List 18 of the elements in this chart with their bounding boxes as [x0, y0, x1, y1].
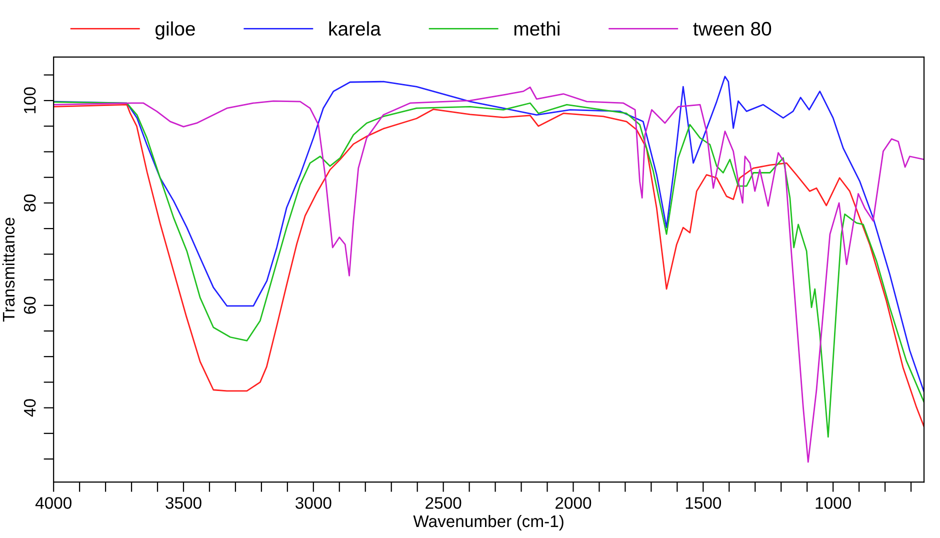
x-tick-label: 4000 [35, 497, 72, 509]
y-tick-label: 80 [24, 194, 36, 212]
legend-label: giloe [156, 21, 195, 40]
x-tick-label: 2000 [556, 497, 592, 509]
legend-label: karela [329, 21, 381, 36]
x-tick-label: 3500 [166, 497, 202, 509]
legend-label: tween 80 [693, 22, 772, 36]
x-axis-title: Wavenumber (cm-1) [413, 514, 564, 530]
x-tick-label: 3000 [296, 497, 332, 509]
y-tick-label: 40 [24, 399, 36, 417]
y-tick-label: 100 [24, 87, 36, 114]
legend-label: methi [514, 21, 560, 36]
x-tick-label: 1500 [686, 497, 722, 509]
x-tick-label: 2500 [426, 497, 462, 509]
x-tick-label: 1000 [816, 497, 851, 509]
line-series [54, 76, 924, 393]
y-axis-title: Transmittance [2, 218, 15, 322]
y-tick-label: 60 [24, 296, 36, 314]
